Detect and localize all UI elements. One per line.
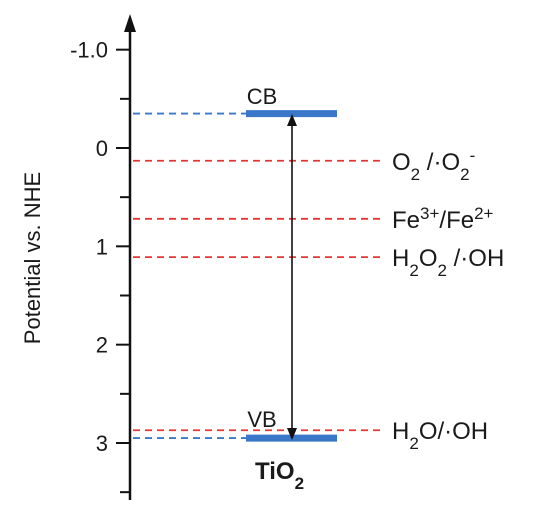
- tick-label: 3: [96, 431, 108, 456]
- redox-couple-label-part: O: [419, 245, 438, 272]
- axis-arrowhead: [124, 14, 136, 32]
- redox-couple-label-part: 2: [411, 164, 420, 183]
- redox-couple-label-part: 2: [409, 261, 418, 280]
- redox-couple-label-part: 3+: [420, 203, 439, 222]
- tick-label: 2: [96, 333, 108, 358]
- redox-couple-label-part: /·O: [420, 149, 460, 176]
- redox-couple-label-part: -: [470, 145, 476, 164]
- redox-couple-label-part: H: [392, 245, 409, 272]
- redox-couple-label-part: O/·OH: [419, 418, 488, 445]
- redox-couple-label-part: /Fe: [439, 207, 474, 234]
- tick-label: 0: [96, 136, 108, 161]
- redox-couple-label-part: 2: [409, 434, 418, 453]
- bandgap-arrowhead-top: [287, 114, 297, 126]
- redox-couple-label-part: 2+: [474, 203, 493, 222]
- redox-couple-label-part: H: [392, 418, 409, 445]
- vb-label: VB: [247, 407, 276, 432]
- redox-couple-label-part: Fe: [392, 207, 420, 234]
- axis-ticks: -1.0 0 1 2 3: [70, 38, 130, 494]
- band-edges: [133, 110, 337, 442]
- axis-title: Potential vs. NHE: [20, 172, 45, 344]
- redox-couple-label-part: /·OH: [447, 245, 504, 272]
- bandgap-arrowhead-bottom: [287, 428, 297, 440]
- redox-couple-label: H2O2 /·OH: [392, 245, 504, 280]
- tick-label: 1: [96, 234, 108, 259]
- material-label-main: TiO: [255, 458, 295, 485]
- material-label-sub: 2: [295, 474, 304, 493]
- cb-label: CB: [247, 84, 278, 109]
- redox-couple-label: Fe3+/Fe2+: [392, 203, 494, 234]
- redox-couple-label: O2 /·O2-: [392, 145, 475, 183]
- redox-couple-label-part: 2: [437, 261, 446, 280]
- tick-label: -1.0: [70, 38, 108, 63]
- material-label: TiO2: [255, 458, 304, 493]
- redox-couple-label: H2O/·OH: [392, 418, 488, 453]
- redox-lines: [133, 159, 380, 432]
- redox-couple-label-part: 2: [460, 164, 469, 183]
- redox-couple-label-part: O: [392, 149, 411, 176]
